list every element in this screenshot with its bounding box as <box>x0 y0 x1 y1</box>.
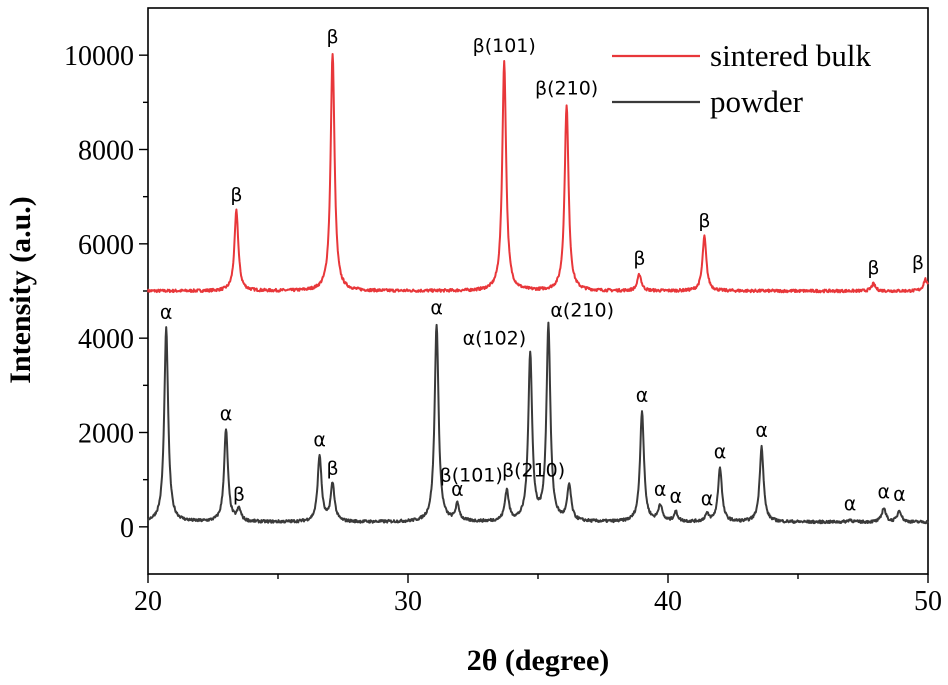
x-tick-label: 50 <box>914 586 942 617</box>
peak-label: β <box>327 26 339 48</box>
peak-label: α <box>451 479 464 501</box>
peak-label: α <box>893 483 906 505</box>
peak-label: β <box>912 252 924 274</box>
legend-label: powder <box>710 84 804 119</box>
peak-label: β(101) <box>473 35 536 57</box>
peak-label: β(101) <box>440 464 503 486</box>
peak-label: β(210) <box>535 78 598 100</box>
peak-label: α <box>714 441 727 463</box>
peak-label: β <box>698 210 710 232</box>
peak-label: α <box>878 481 891 503</box>
peak-label: α <box>701 488 714 510</box>
peak-label: β <box>867 257 879 279</box>
y-tick-label: 0 <box>120 513 134 544</box>
x-tick-label: 30 <box>394 586 422 617</box>
peak-label: α <box>654 479 667 501</box>
peak-label: α(210) <box>550 299 614 321</box>
peak-label: α <box>755 420 768 442</box>
x-axis-title: 2θ (degree) <box>467 644 610 677</box>
series-line-powder <box>147 321 929 525</box>
series-lines <box>147 52 929 525</box>
y-axis: 0 2000 4000 6000 8000 10000 <box>64 41 148 544</box>
peak-label: β <box>230 184 242 206</box>
peak-label: α(102) <box>463 328 527 350</box>
y-tick-label: 10000 <box>64 41 134 72</box>
peak-label: α <box>844 493 857 515</box>
peak-label: α <box>670 486 683 508</box>
peak-label: α <box>430 297 443 319</box>
peak-label: α <box>636 384 649 406</box>
x-tick-label: 20 <box>134 586 162 617</box>
peak-label: β(210) <box>502 460 565 482</box>
peak-label: β <box>327 457 339 479</box>
y-tick-label: 6000 <box>78 230 134 261</box>
peak-labels: ββ β(101)β(210)βββ βααβαβααβ(101)α(102)α(2… <box>160 26 924 515</box>
series-line-sintered-bulk <box>147 52 929 294</box>
y-tick-label: 2000 <box>78 419 134 450</box>
peak-label: β <box>233 483 245 505</box>
x-tick-label: 40 <box>654 586 682 617</box>
peak-label: α <box>313 429 326 451</box>
peak-label: β <box>633 247 645 269</box>
legend: sintered bulk powder <box>612 38 871 119</box>
plot-area: 20 30 40 50 0 2000 4000 6000 8000 10000 β β β(101)… <box>64 7 942 617</box>
x-axis: 20 30 40 50 <box>134 574 942 617</box>
peak-label: α <box>220 403 233 425</box>
legend-label: sintered bulk <box>710 38 871 73</box>
peak-label: α <box>160 302 173 324</box>
y-tick-label: 4000 <box>78 324 134 355</box>
y-axis-title: Intensity (a.u.) <box>4 196 37 384</box>
y-tick-label: 8000 <box>78 136 134 167</box>
